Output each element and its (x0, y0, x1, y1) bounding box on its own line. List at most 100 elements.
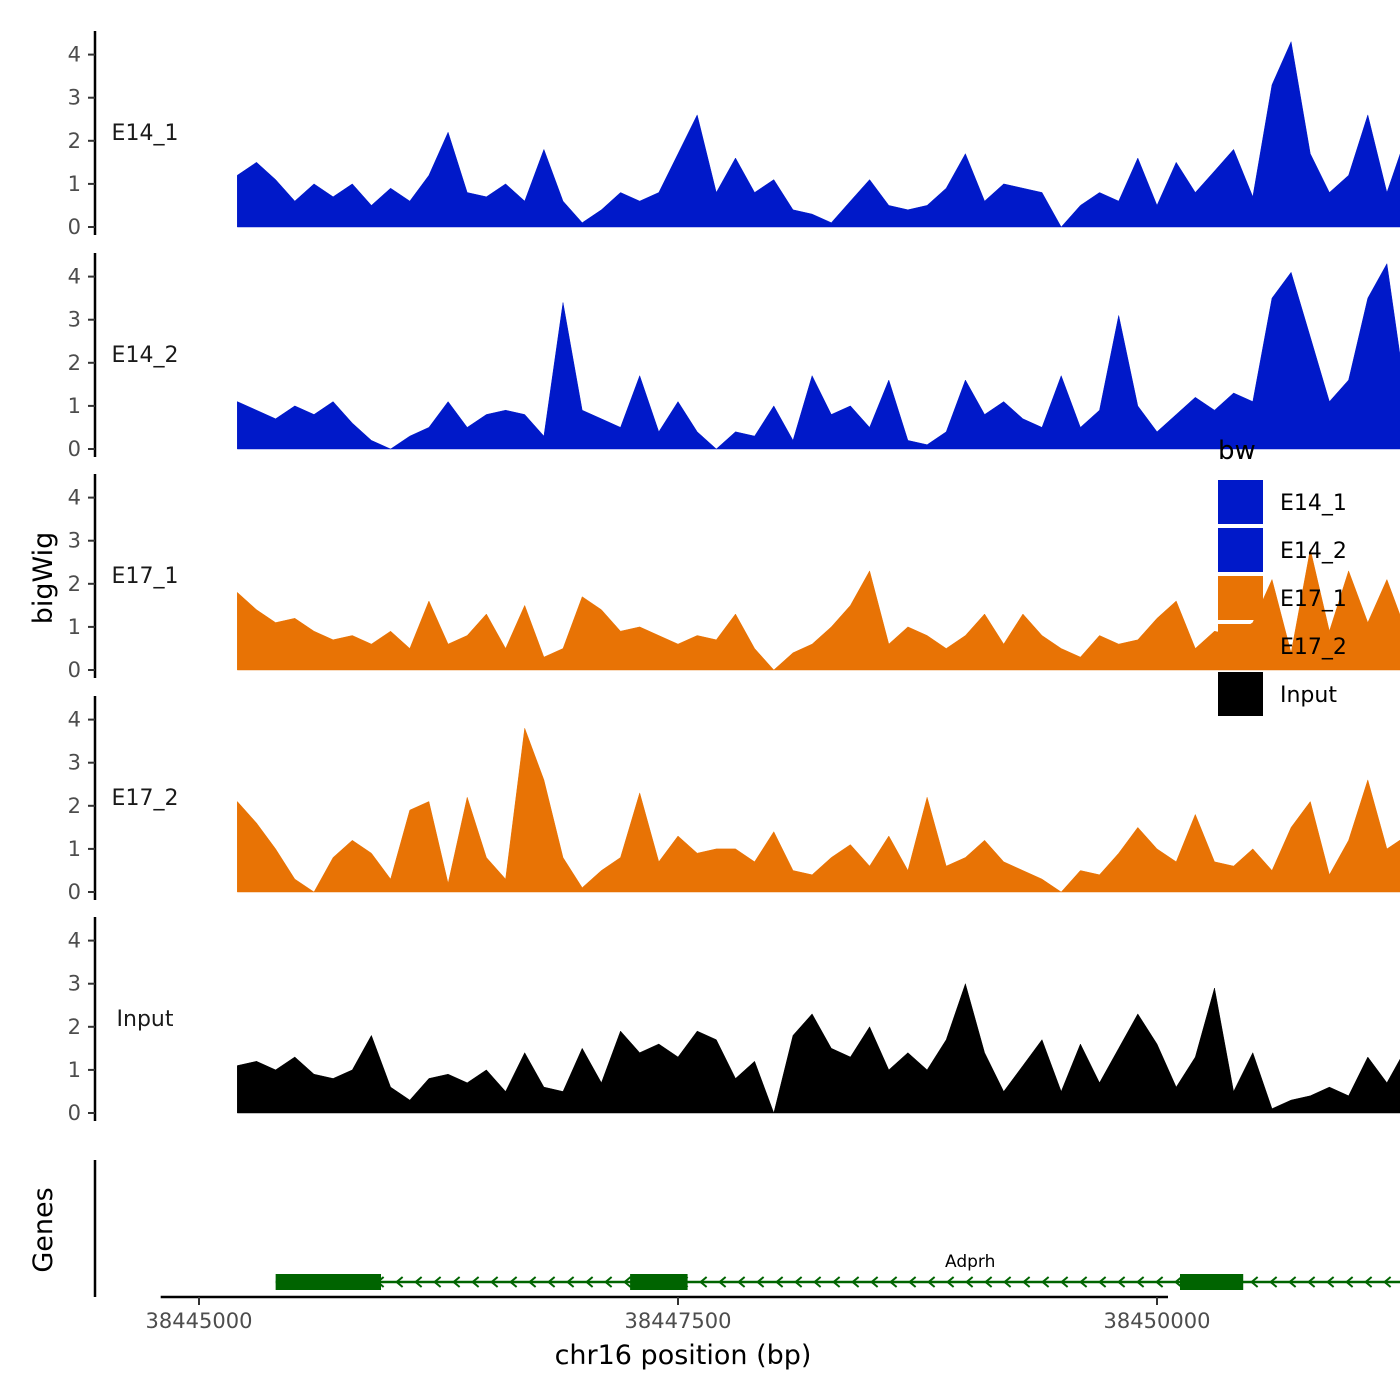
coverage-area-E14_2 (237, 262, 1400, 450)
exon (275, 1274, 382, 1290)
y-tick-label: 3 (68, 751, 81, 775)
strand-arrow (1364, 1276, 1373, 1288)
x-tick-label: 38445000 (146, 1309, 253, 1333)
legend-label: E14_1 (1280, 491, 1347, 516)
strand-arrow (1041, 1276, 1050, 1288)
y-tick-label: 2 (68, 351, 81, 375)
track-label: E14_1 (112, 121, 179, 146)
strand-arrow (1307, 1276, 1316, 1288)
track-E14_1: 0 1 2 3 4 E14_1 (68, 31, 1400, 239)
strand-arrow (509, 1276, 518, 1288)
track-label: E14_2 (112, 343, 179, 368)
strand-arrow (737, 1276, 746, 1288)
strand-arrow (1079, 1276, 1088, 1288)
strand-arrow (965, 1276, 974, 1288)
y-tick-label: 3 (68, 529, 81, 553)
exon (630, 1274, 688, 1290)
y-tick-label: 3 (68, 308, 81, 332)
strand-arrow (452, 1276, 461, 1288)
strand-arrow (756, 1276, 765, 1288)
y-tick-label: 2 (68, 1015, 81, 1039)
x-axis: 3844500038447500384500003845250038455000 (146, 1295, 1210, 1333)
strand-arrow (604, 1276, 613, 1288)
strand-arrow (1250, 1276, 1259, 1288)
track-Input: 0 1 2 3 4 Input (68, 917, 1400, 1125)
strand-arrow (1174, 1276, 1183, 1288)
gene-Adprh: Adprh (275, 1252, 1400, 1290)
strand-arrow (813, 1276, 822, 1288)
y-tick-label: 1 (68, 615, 81, 639)
legend-key-Input (1218, 672, 1263, 716)
y-tick-label: 1 (68, 837, 81, 861)
coverage-area-E17_1 (237, 549, 1400, 671)
y-tick-label: 1 (68, 172, 81, 196)
y-tick-label: 4 (68, 265, 81, 289)
strand-arrow (585, 1276, 594, 1288)
strand-arrow (395, 1276, 404, 1288)
track-E17_2: 0 1 2 3 4 E17_2 (68, 696, 1400, 904)
y-axis-title: bigWig (28, 532, 59, 625)
coverage-tracks: 0 1 2 3 4 E14_1 0 1 2 3 4 E14_2 0 1 2 3 4 E17_1 0 1 2 3 4 E17_2… (68, 31, 1400, 1125)
y-tick-label: 2 (68, 794, 81, 818)
y-tick-label: 0 (68, 658, 81, 682)
coverage-area-Input (237, 982, 1400, 1114)
y-tick-label: 0 (68, 437, 81, 461)
y-tick-label: 4 (68, 929, 81, 953)
track-label: Input (117, 1007, 174, 1032)
coverage-area-E14_1 (237, 40, 1400, 228)
strand-arrow (718, 1276, 727, 1288)
strand-arrow (1155, 1276, 1164, 1288)
legend-key-E17_1 (1218, 576, 1263, 620)
y-tick-label: 1 (68, 394, 81, 418)
y-tick-label: 1 (68, 1058, 81, 1082)
strand-arrow (794, 1276, 803, 1288)
legend-key-E17_2 (1218, 624, 1263, 668)
strand-arrow (870, 1276, 879, 1288)
y-tick-label: 3 (68, 86, 81, 110)
exon (1179, 1274, 1244, 1290)
strand-arrow (1136, 1276, 1145, 1288)
strand-arrow (1022, 1276, 1031, 1288)
strand-arrow (1060, 1276, 1069, 1288)
genes-axis-title: Genes (28, 1187, 59, 1272)
legend-title: bw (1218, 436, 1256, 466)
y-tick-label: 4 (68, 486, 81, 510)
y-tick-label: 2 (68, 129, 81, 153)
track-label: E17_1 (112, 564, 179, 589)
strand-arrow (775, 1276, 784, 1288)
strand-arrow (889, 1276, 898, 1288)
y-tick-label: 4 (68, 43, 81, 67)
strand-arrow (1383, 1276, 1392, 1288)
track-label: E17_2 (112, 786, 179, 811)
strand-arrow (528, 1276, 537, 1288)
strand-arrow (414, 1276, 423, 1288)
strand-arrow (699, 1276, 708, 1288)
y-tick-label: 0 (68, 215, 81, 239)
y-tick-label: 0 (68, 1101, 81, 1125)
coverage-area-E17_2 (237, 728, 1400, 893)
strand-arrow (832, 1276, 841, 1288)
strand-arrow (1003, 1276, 1012, 1288)
strand-arrow (1117, 1276, 1126, 1288)
strand-arrow (984, 1276, 993, 1288)
legend-label: E17_1 (1280, 587, 1347, 612)
track-E17_1: 0 1 2 3 4 E17_1 (68, 474, 1400, 682)
strand-arrow (566, 1276, 575, 1288)
strand-arrow (1288, 1276, 1297, 1288)
strand-arrow (433, 1276, 442, 1288)
strand-arrow (851, 1276, 860, 1288)
legend-label: E17_2 (1280, 635, 1347, 660)
strand-arrow (471, 1276, 480, 1288)
gene-label: Adprh (945, 1252, 995, 1272)
strand-arrow (1345, 1276, 1354, 1288)
y-tick-label: 3 (68, 972, 81, 996)
strand-arrow (1326, 1276, 1335, 1288)
y-tick-label: 2 (68, 572, 81, 596)
strand-arrow (1098, 1276, 1107, 1288)
legend-label: Input (1280, 683, 1337, 708)
strand-arrow (547, 1276, 556, 1288)
x-tick-label: 38447500 (625, 1309, 732, 1333)
legend-key-E14_2 (1218, 528, 1263, 572)
y-tick-label: 0 (68, 880, 81, 904)
